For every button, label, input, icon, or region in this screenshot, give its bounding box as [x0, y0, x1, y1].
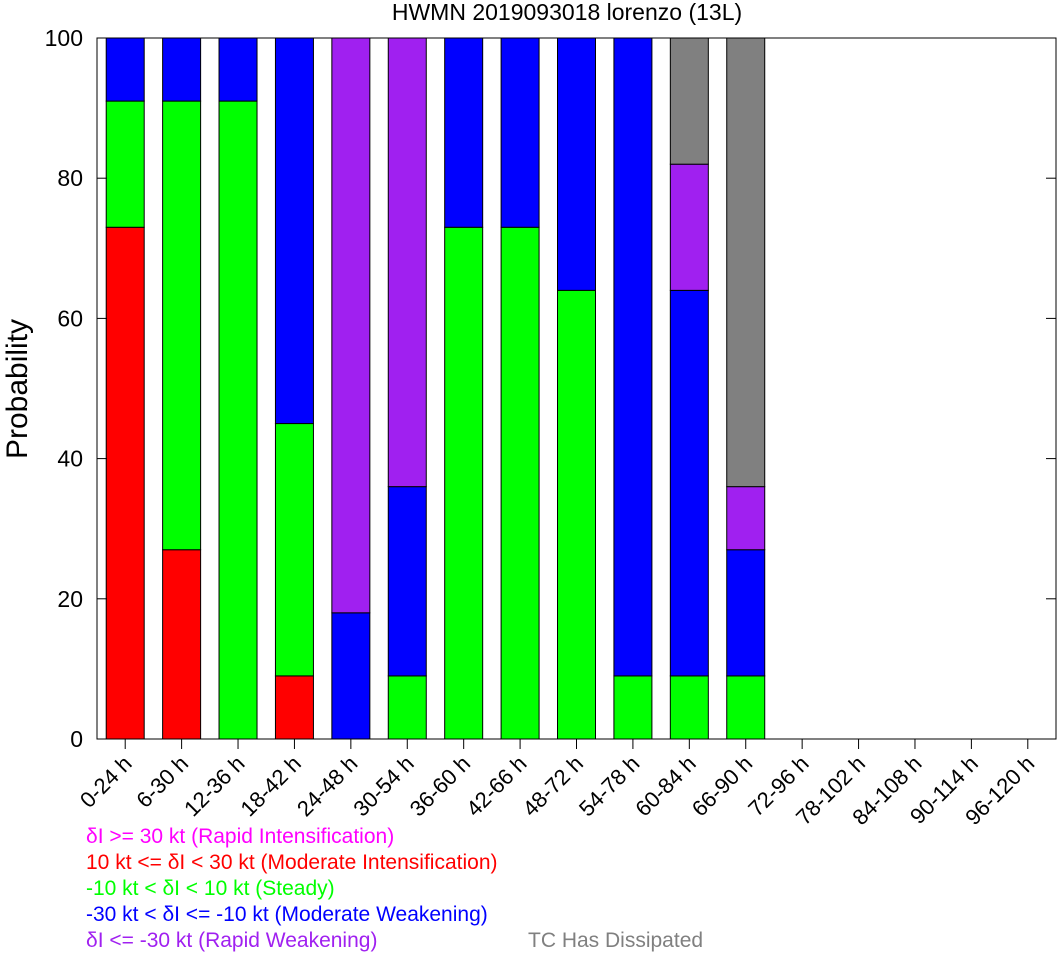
bar-segment-mw	[726, 549, 766, 677]
bar-segment-steady	[105, 100, 145, 228]
x-tick-label: 18-42 h	[236, 751, 306, 821]
legend-item: TC Has Dissipated	[528, 929, 703, 952]
bar-segment-rw	[669, 163, 709, 291]
legend-item: -10 kt < δI < 10 kt (Steady)	[86, 877, 335, 900]
bar-segment-rw	[726, 486, 766, 551]
bar-segment-steady	[387, 675, 427, 740]
x-tick-label: 54-78 h	[574, 751, 644, 821]
bar-segment-mw	[105, 37, 145, 102]
x-tick-label: 42-66 h	[461, 751, 531, 821]
plot-frame	[96, 37, 1057, 740]
legend: δI >= 30 kt (Rapid Intensification) 10 kt…	[86, 825, 703, 952]
bar-segment-steady	[274, 423, 314, 677]
bar-segment-steady	[162, 100, 202, 551]
bar-segment-mw	[387, 486, 427, 677]
legend-item: δI >= 30 kt (Rapid Intensification)	[86, 825, 394, 848]
y-tick-label: 0	[70, 726, 83, 752]
bar-segment-steady	[218, 100, 258, 740]
x-tick-label: 12-36 h	[179, 751, 249, 821]
legend-item: 10 kt <= δI < 30 kt (Moderate Intensific…	[86, 851, 498, 874]
bar-segment-mi	[105, 226, 145, 740]
bar-segment-dissipated	[726, 37, 766, 488]
y-tick-label: 80	[57, 165, 83, 191]
x-tick-label: 0-24 h	[75, 751, 137, 813]
bar-segment-mw	[557, 37, 596, 291]
bar-segment-steady	[444, 226, 484, 740]
bar-segment-mw	[613, 37, 653, 677]
bar-segment-mi	[162, 549, 202, 740]
bar-segment-dissipated	[669, 37, 709, 165]
bar-segment-mw	[669, 289, 709, 677]
y-tick-label: 60	[57, 305, 83, 331]
chart-title: HWMN 2019093018 lorenzo (13L)	[392, 0, 742, 25]
legend-item: -30 kt < δI <= -10 kt (Moderate Weakenin…	[86, 903, 488, 926]
bar-segment-mw	[331, 612, 371, 740]
x-tick-label: 60-84 h	[630, 751, 700, 821]
bar-segment-steady	[500, 226, 540, 740]
y-tick-label: 100	[45, 25, 83, 51]
bar-segment-rw	[331, 37, 371, 614]
y-axis-label: Probability	[1, 319, 34, 459]
bar-segment-steady	[613, 675, 653, 740]
legend-item: δI <= -30 kt (Rapid Weakening)	[86, 929, 377, 952]
bar-segment-mi	[274, 675, 314, 740]
x-tick-label: 24-48 h	[292, 751, 362, 821]
x-tick-label: 48-72 h	[518, 751, 588, 821]
x-tick-label: 36-60 h	[405, 751, 475, 821]
bars-group	[105, 37, 1047, 740]
y-tick-label: 40	[57, 446, 83, 472]
bar-segment-mw	[444, 37, 484, 228]
bar-segment-mw	[500, 37, 540, 228]
y-tick-label: 20	[57, 586, 83, 612]
bar-segment-mw	[162, 37, 202, 102]
bar-segment-rw	[387, 37, 427, 488]
bar-segment-steady	[726, 675, 766, 740]
x-tick-label: 66-90 h	[687, 751, 757, 821]
bar-segment-mw	[218, 37, 258, 102]
x-tick-label: 30-54 h	[348, 751, 418, 821]
bar-segment-steady	[669, 675, 709, 740]
bar-segment-mw	[274, 37, 314, 425]
bar-segment-steady	[557, 289, 596, 740]
